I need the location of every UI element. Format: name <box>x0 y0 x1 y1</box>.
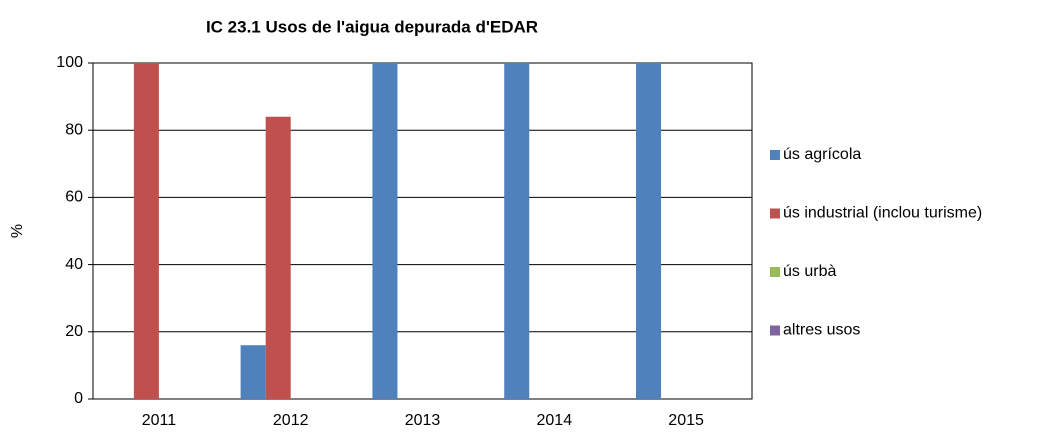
x-tick-label: 2011 <box>142 412 177 429</box>
plot-area <box>92 62 753 400</box>
y-tick-label: 20 <box>65 323 83 340</box>
x-tick-label: 2015 <box>668 412 704 429</box>
legend-swatch <box>770 267 780 277</box>
legend-swatch <box>770 150 780 160</box>
bar <box>372 63 398 399</box>
y-tick-label: 100 <box>56 54 83 71</box>
legend-label: ús urbà <box>783 263 836 280</box>
x-tick-label: 2013 <box>405 412 441 429</box>
y-tick-label: 60 <box>65 189 83 206</box>
legend-swatch <box>770 325 780 336</box>
y-tick-label: 0 <box>74 390 83 407</box>
legend-swatch <box>770 208 780 219</box>
legend-label: ús agrícola <box>783 146 861 163</box>
legend-label: altres usos <box>783 322 860 339</box>
legend-label: ús industrial (inclou turisme) <box>783 205 982 222</box>
x-tick-label: 2012 <box>273 412 309 429</box>
bar <box>265 116 291 399</box>
bar <box>240 345 266 399</box>
y-axis-label: % <box>9 224 26 238</box>
x-tick-label: 2014 <box>537 412 573 429</box>
y-tick-label: 40 <box>65 256 83 273</box>
bar <box>636 63 662 399</box>
chart-title: IC 23.1 Usos de l'aigua depurada d'EDAR <box>206 17 538 36</box>
y-tick-label: 80 <box>65 121 83 138</box>
bar <box>133 63 159 399</box>
bar <box>504 63 530 399</box>
